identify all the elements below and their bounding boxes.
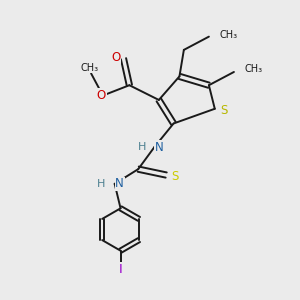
- Text: N: N: [115, 177, 124, 190]
- Text: CH₃: CH₃: [81, 63, 99, 73]
- Text: H: H: [97, 179, 105, 189]
- Text: S: S: [220, 104, 227, 117]
- Text: I: I: [119, 263, 122, 276]
- Text: H: H: [138, 142, 146, 152]
- Text: CH₃: CH₃: [244, 64, 262, 74]
- Text: S: S: [172, 170, 179, 183]
- Text: CH₃: CH₃: [219, 30, 237, 40]
- Text: N: N: [155, 141, 164, 154]
- Text: O: O: [97, 89, 106, 102]
- Text: O: O: [112, 51, 121, 64]
